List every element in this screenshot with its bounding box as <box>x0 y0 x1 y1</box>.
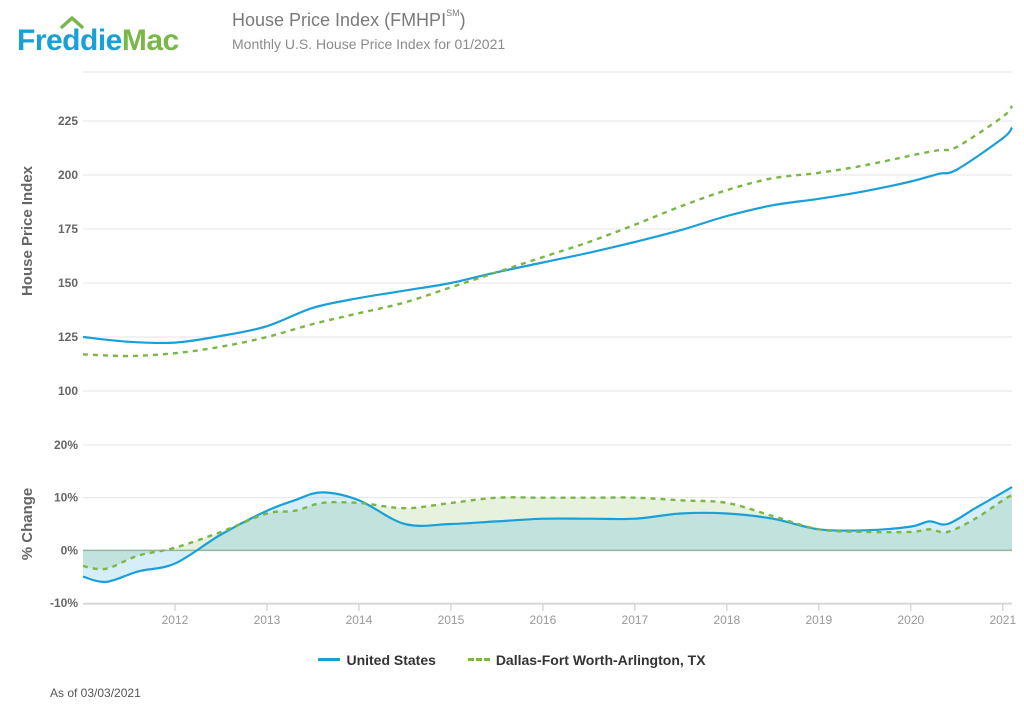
bottom-line-us <box>82 486 1013 584</box>
x-tick-label: 2019 <box>805 613 832 627</box>
x-tick-label: 2020 <box>897 613 924 627</box>
legend-item-dfw[interactable]: Dallas-Fort Worth-Arlington, TX <box>467 651 706 668</box>
bottom-area-dfw <box>83 495 1012 570</box>
top-y-axis-label: House Price Index <box>19 165 36 296</box>
top-y-tick-label: 100 <box>58 384 78 398</box>
top-y-tick-label: 200 <box>58 168 78 182</box>
legend-label-us: United States <box>346 651 436 668</box>
chart-legend: United States Dallas-Fort Worth-Arlingto… <box>0 648 1024 668</box>
top-y-tick-label: 125 <box>58 330 78 344</box>
legend-item-us[interactable]: United States <box>318 651 436 668</box>
bottom-y-tick-label: 0% <box>61 543 79 557</box>
chart-title-sup: SM <box>446 8 460 18</box>
freddie-mac-logo: FreddieMac <box>16 8 206 58</box>
logo-wordmark: FreddieMac <box>17 24 179 57</box>
top-line-dfw <box>82 105 1014 358</box>
bottom-y-axis-label: % Change <box>19 488 36 561</box>
bottom-area-us <box>83 487 1012 583</box>
x-tick-label: 2012 <box>162 613 189 627</box>
legend-swatch-us <box>318 658 341 661</box>
bottom-y-tick-label: 20% <box>54 438 78 452</box>
chart-title-close: ) <box>459 10 466 30</box>
x-tick-label: 2015 <box>438 613 465 627</box>
top-y-tick-label: 175 <box>58 222 78 236</box>
chart-title-text: House Price Index (FMHPI <box>232 10 447 30</box>
top-line-us <box>82 126 1013 345</box>
chart-title: House Price Index (FMHPISM) <box>232 8 505 31</box>
logo-roof-icon <box>60 16 84 29</box>
x-tick-label: 2017 <box>622 613 649 627</box>
x-tick-label: 2013 <box>254 613 281 627</box>
x-tick-label: 2016 <box>530 613 557 627</box>
bottom-line-dfw <box>82 493 1013 571</box>
x-tick-label: 2018 <box>714 613 741 627</box>
bottom-y-tick-label: -10% <box>50 596 78 610</box>
x-tick-label: 2021 <box>989 613 1016 627</box>
bottom-y-tick-label: 10% <box>54 491 78 505</box>
x-tick-label: 2014 <box>346 613 373 627</box>
top-y-tick-label: 150 <box>58 276 78 290</box>
chart-header: House Price Index (FMHPISM) Monthly U.S.… <box>232 8 506 52</box>
legend-swatch-dfw <box>467 658 490 661</box>
top-y-tick-label: 225 <box>58 114 78 128</box>
as-of-date: As of 03/03/2021 <box>50 686 141 700</box>
chart-subtitle: Monthly U.S. House Price Index for 01/20… <box>232 36 506 52</box>
legend-label-dfw: Dallas-Fort Worth-Arlington, TX <box>495 651 706 668</box>
